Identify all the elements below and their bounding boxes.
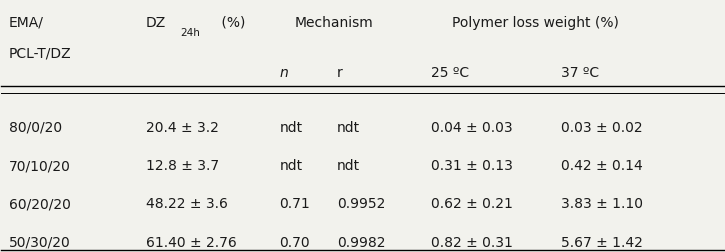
Text: 50/30/20: 50/30/20 (9, 236, 70, 250)
Text: 24h: 24h (181, 28, 200, 38)
Text: r: r (337, 66, 343, 80)
Text: 3.83 ± 1.10: 3.83 ± 1.10 (561, 198, 643, 211)
Text: ndt: ndt (337, 121, 360, 135)
Text: 0.70: 0.70 (279, 236, 310, 250)
Text: 5.67 ± 1.42: 5.67 ± 1.42 (561, 236, 643, 250)
Text: 0.42 ± 0.14: 0.42 ± 0.14 (561, 159, 643, 173)
Text: 0.9982: 0.9982 (337, 236, 386, 250)
Text: 0.03 ± 0.02: 0.03 ± 0.02 (561, 121, 643, 135)
Text: 0.62 ± 0.21: 0.62 ± 0.21 (431, 198, 513, 211)
Text: 0.71: 0.71 (279, 198, 310, 211)
Text: 0.31 ± 0.13: 0.31 ± 0.13 (431, 159, 513, 173)
Text: 0.04 ± 0.03: 0.04 ± 0.03 (431, 121, 513, 135)
Text: 61.40 ± 2.76: 61.40 ± 2.76 (146, 236, 236, 250)
Text: ndt: ndt (337, 159, 360, 173)
Text: PCL-T/DZ: PCL-T/DZ (9, 47, 71, 61)
Text: (%): (%) (217, 16, 245, 30)
Text: 37 ºC: 37 ºC (561, 66, 600, 80)
Text: Mechanism: Mechanism (294, 16, 373, 30)
Text: n: n (279, 66, 289, 80)
Text: 48.22 ± 3.6: 48.22 ± 3.6 (146, 198, 228, 211)
Text: 0.82 ± 0.31: 0.82 ± 0.31 (431, 236, 513, 250)
Text: EMA/: EMA/ (9, 16, 44, 30)
Text: ndt: ndt (279, 121, 302, 135)
Text: 80/0/20: 80/0/20 (9, 121, 62, 135)
Text: 20.4 ± 3.2: 20.4 ± 3.2 (146, 121, 219, 135)
Text: DZ: DZ (146, 16, 166, 30)
Text: 70/10/20: 70/10/20 (9, 159, 70, 173)
Text: 0.9952: 0.9952 (337, 198, 386, 211)
Text: 60/20/20: 60/20/20 (9, 198, 70, 211)
Text: 12.8 ± 3.7: 12.8 ± 3.7 (146, 159, 219, 173)
Text: 25 ºC: 25 ºC (431, 66, 469, 80)
Text: ndt: ndt (279, 159, 302, 173)
Text: Polymer loss weight (%): Polymer loss weight (%) (452, 16, 619, 30)
